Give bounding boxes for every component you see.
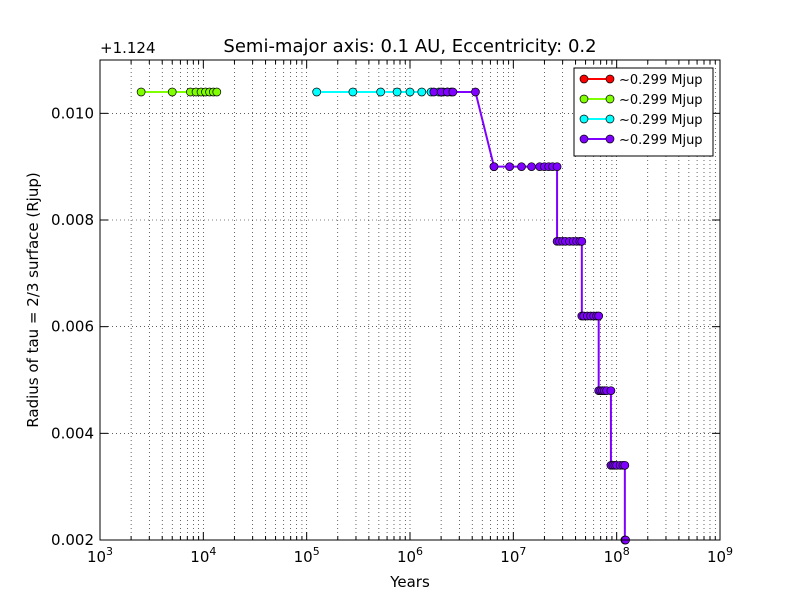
x-tick-label: 103 bbox=[87, 545, 113, 566]
data-point bbox=[136, 87, 146, 97]
x-tick-label: 109 bbox=[707, 545, 733, 566]
data-point bbox=[417, 87, 427, 97]
y-tick-label: 0.008 bbox=[51, 211, 94, 229]
data-point bbox=[429, 87, 439, 97]
x-tick-label: 106 bbox=[397, 545, 423, 566]
chart-title: Semi-major axis: 0.1 AU, Eccentricity: 0… bbox=[223, 36, 596, 57]
legend-marker bbox=[579, 134, 589, 144]
data-point bbox=[448, 87, 458, 97]
data-point bbox=[505, 162, 514, 172]
series-layer bbox=[136, 87, 630, 545]
y-tick-label: 0.004 bbox=[51, 424, 94, 442]
data-point bbox=[552, 162, 562, 172]
grid-layer bbox=[100, 60, 720, 540]
legend-label: ~0.299 Mjup bbox=[619, 113, 703, 128]
ticks-layer: 0.002 0.004 0.006 0.008 0.010 103 104 105 106 107… bbox=[51, 60, 733, 566]
legend-marker bbox=[579, 94, 589, 104]
legend-marker bbox=[605, 94, 615, 104]
data-point bbox=[348, 87, 358, 97]
y-offset-label: +1.124 bbox=[100, 39, 156, 57]
data-point bbox=[392, 87, 402, 97]
data-point bbox=[606, 386, 616, 396]
data-point bbox=[517, 162, 526, 172]
data-point bbox=[471, 87, 480, 97]
legend-label: ~0.299 Mjup bbox=[619, 93, 703, 108]
data-point bbox=[312, 87, 322, 97]
x-tick-label: 105 bbox=[294, 545, 320, 566]
data-point bbox=[376, 87, 386, 97]
x-axis-label: Years bbox=[389, 573, 430, 591]
legend-label: ~0.299 Mjup bbox=[619, 133, 703, 148]
legend-label: ~0.299 Mjup bbox=[619, 73, 703, 88]
legend-marker bbox=[605, 114, 615, 124]
y-tick-label: 0.002 bbox=[51, 531, 94, 549]
legend-marker bbox=[605, 74, 615, 84]
data-point bbox=[620, 460, 630, 470]
data-point bbox=[527, 162, 536, 172]
y-axis-label: Radius of tau = 2/3 surface (Rjup) bbox=[24, 172, 42, 427]
data-point bbox=[489, 162, 499, 172]
y-tick-label: 0.006 bbox=[51, 318, 94, 336]
x-tick-label: 104 bbox=[190, 545, 216, 566]
legend-box bbox=[573, 67, 714, 157]
legend: ~0.299 Mjup ~0.299 Mjup ~0.299 Mjup ~0.299 … bbox=[573, 67, 714, 157]
y-tick-label: 0.010 bbox=[51, 104, 94, 122]
legend-marker bbox=[579, 74, 589, 84]
legend-marker bbox=[605, 134, 615, 144]
data-point bbox=[594, 311, 604, 321]
data-point bbox=[405, 87, 415, 97]
data-point bbox=[212, 87, 222, 97]
legend-marker bbox=[579, 114, 589, 124]
data-point bbox=[167, 87, 177, 97]
data-point bbox=[577, 236, 587, 246]
x-tick-label: 108 bbox=[604, 545, 630, 566]
x-tick-label: 107 bbox=[500, 545, 526, 566]
